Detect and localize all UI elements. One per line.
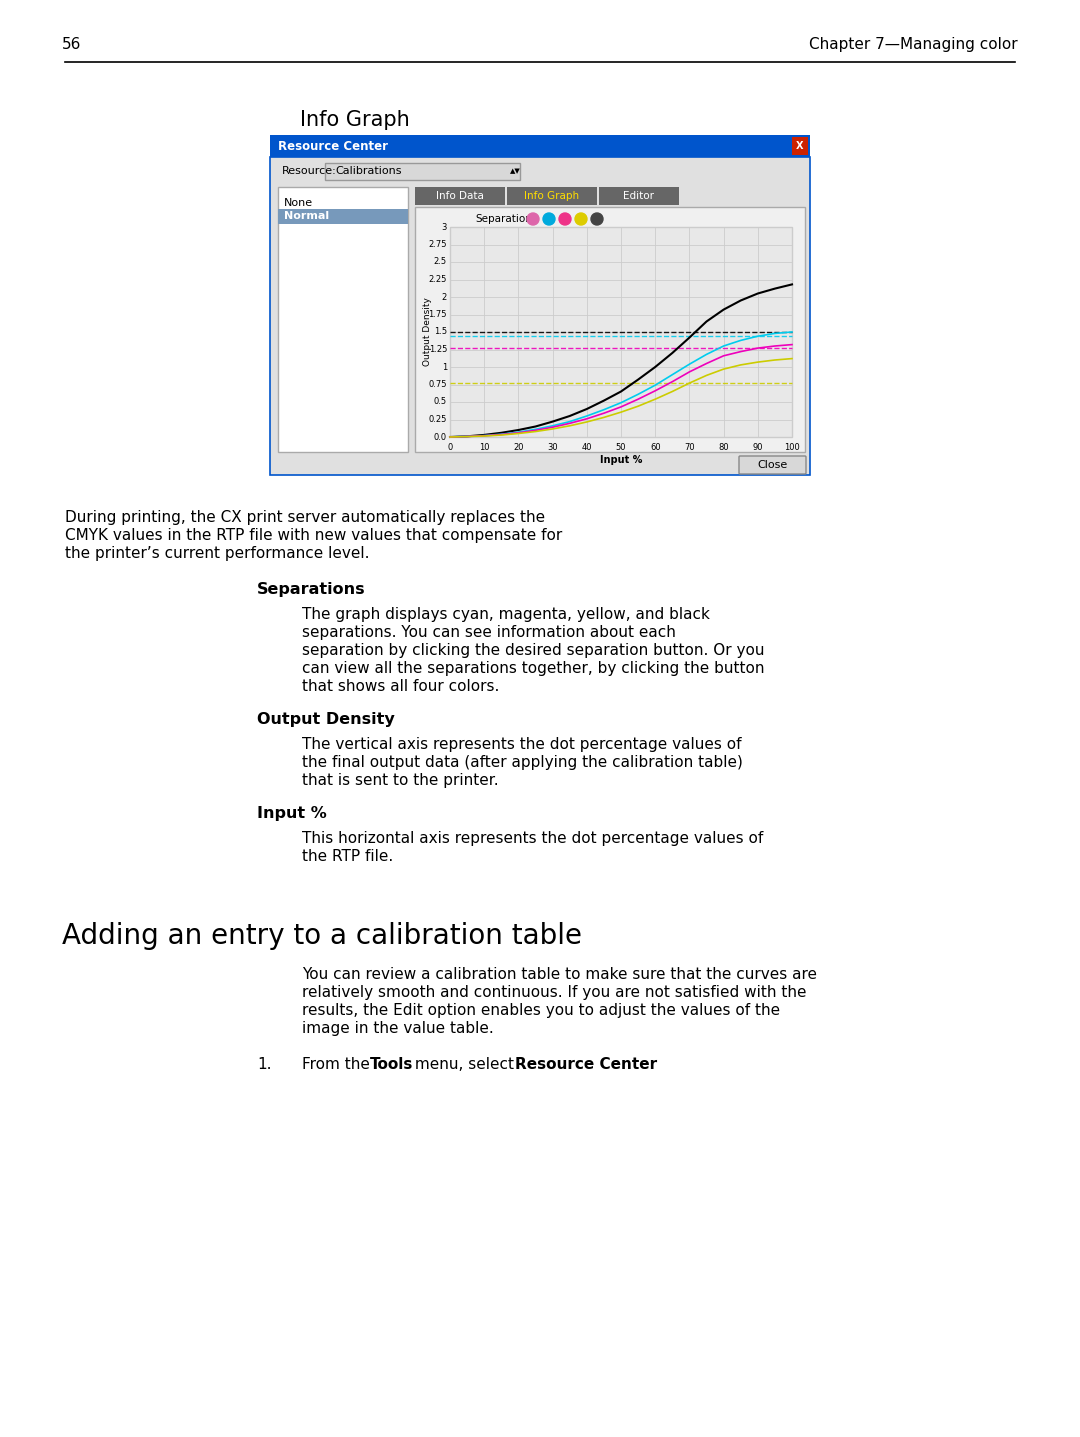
Text: 40: 40: [581, 443, 592, 453]
Text: 30: 30: [548, 443, 558, 453]
Text: Info Graph: Info Graph: [525, 191, 580, 201]
FancyBboxPatch shape: [599, 187, 679, 205]
Text: Info Data: Info Data: [436, 191, 484, 201]
Text: X: X: [796, 141, 804, 151]
Text: Output Density: Output Density: [257, 711, 395, 727]
Text: Resource:: Resource:: [282, 167, 337, 175]
Text: You can review a calibration table to make sure that the curves are: You can review a calibration table to ma…: [302, 967, 816, 981]
Text: image in the value table.: image in the value table.: [302, 1022, 494, 1036]
Text: Resource Center: Resource Center: [278, 139, 388, 152]
Text: the RTP file.: the RTP file.: [302, 849, 393, 864]
FancyBboxPatch shape: [270, 135, 810, 157]
Text: that is sent to the printer.: that is sent to the printer.: [302, 773, 499, 787]
Text: The graph displays cyan, magenta, yellow, and black: The graph displays cyan, magenta, yellow…: [302, 606, 710, 622]
Circle shape: [559, 213, 571, 226]
Text: 1: 1: [442, 362, 447, 372]
FancyBboxPatch shape: [415, 187, 505, 205]
Text: results, the Edit option enables you to adjust the values of the: results, the Edit option enables you to …: [302, 1003, 780, 1017]
Text: 1.5: 1.5: [434, 328, 447, 336]
FancyBboxPatch shape: [278, 187, 408, 453]
Text: 2.75: 2.75: [429, 240, 447, 249]
Text: that shows all four colors.: that shows all four colors.: [302, 680, 499, 694]
FancyBboxPatch shape: [450, 227, 792, 437]
Text: Editor: Editor: [623, 191, 654, 201]
Text: 1.75: 1.75: [429, 310, 447, 319]
Text: 56: 56: [62, 37, 81, 52]
Circle shape: [591, 213, 603, 226]
Text: 70: 70: [684, 443, 694, 453]
Text: Separations: Separations: [257, 582, 366, 596]
Text: Input %: Input %: [257, 806, 327, 821]
FancyBboxPatch shape: [278, 208, 408, 224]
FancyBboxPatch shape: [325, 162, 519, 180]
Text: Info Graph: Info Graph: [300, 111, 409, 129]
Text: 60: 60: [650, 443, 661, 453]
Circle shape: [575, 213, 588, 226]
Text: Normal: Normal: [284, 211, 329, 221]
Text: the final output data (after applying the calibration table): the final output data (after applying th…: [302, 754, 743, 770]
Text: 10: 10: [478, 443, 489, 453]
Text: This horizontal axis represents the dot percentage values of: This horizontal axis represents the dot …: [302, 831, 764, 846]
Text: 1.25: 1.25: [429, 345, 447, 354]
FancyBboxPatch shape: [507, 187, 597, 205]
Text: Adding an entry to a calibration table: Adding an entry to a calibration table: [62, 923, 582, 950]
Text: 0.75: 0.75: [429, 379, 447, 389]
Text: Resource Center: Resource Center: [515, 1058, 657, 1072]
Text: 2.25: 2.25: [429, 274, 447, 285]
Text: 20: 20: [513, 443, 524, 453]
Text: ▲▼: ▲▼: [510, 168, 521, 174]
Text: Input %: Input %: [599, 456, 643, 466]
Text: Close: Close: [758, 460, 788, 470]
Text: Tools: Tools: [370, 1058, 414, 1072]
Text: separations. You can see information about each: separations. You can see information abo…: [302, 625, 676, 639]
Text: 0.5: 0.5: [434, 398, 447, 407]
Text: Separations: Separations: [475, 214, 538, 224]
Text: the printer’s current performance level.: the printer’s current performance level.: [65, 546, 369, 560]
Text: can view all the separations together, by clicking the button: can view all the separations together, b…: [302, 661, 765, 675]
Text: From the: From the: [302, 1058, 375, 1072]
Text: The vertical axis represents the dot percentage values of: The vertical axis represents the dot per…: [302, 737, 742, 752]
Text: 80: 80: [718, 443, 729, 453]
Text: Calibrations: Calibrations: [335, 167, 402, 175]
Text: None: None: [284, 198, 313, 208]
Text: 2: 2: [442, 293, 447, 302]
Text: relatively smooth and continuous. If you are not satisfied with the: relatively smooth and continuous. If you…: [302, 984, 807, 1000]
Text: menu, select: menu, select: [410, 1058, 518, 1072]
Text: 3: 3: [442, 223, 447, 231]
Text: 90: 90: [753, 443, 764, 453]
Text: 50: 50: [616, 443, 626, 453]
Circle shape: [543, 213, 555, 226]
FancyBboxPatch shape: [739, 456, 806, 474]
Text: separation by clicking the desired separation button. Or you: separation by clicking the desired separ…: [302, 642, 765, 658]
Text: Chapter 7—Managing color: Chapter 7—Managing color: [809, 37, 1018, 52]
Circle shape: [527, 213, 539, 226]
Text: 0: 0: [447, 443, 453, 453]
Text: 2.5: 2.5: [434, 257, 447, 266]
FancyBboxPatch shape: [415, 207, 805, 453]
Text: 1.: 1.: [257, 1058, 271, 1072]
Text: .: .: [642, 1058, 647, 1072]
Text: 0.25: 0.25: [429, 415, 447, 424]
Text: CMYK values in the RTP file with new values that compensate for: CMYK values in the RTP file with new val…: [65, 527, 563, 543]
Text: 100: 100: [784, 443, 800, 453]
FancyBboxPatch shape: [270, 157, 810, 476]
Text: During printing, the CX print server automatically replaces the: During printing, the CX print server aut…: [65, 510, 545, 525]
Text: 0.0: 0.0: [434, 433, 447, 441]
Text: Output Density: Output Density: [423, 297, 432, 366]
FancyBboxPatch shape: [792, 137, 808, 155]
